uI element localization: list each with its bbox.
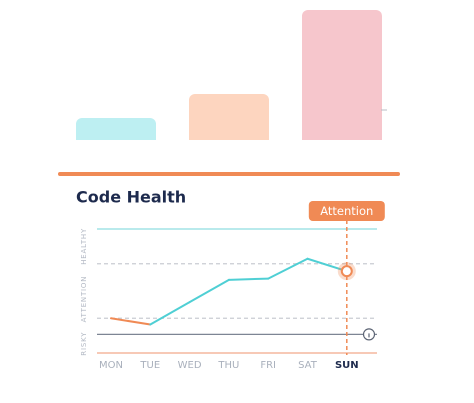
- zone-label: ATTENTION: [80, 276, 88, 323]
- x-tick-label: SAT: [298, 360, 318, 371]
- x-tick-label: MON: [99, 360, 123, 371]
- zone-label: HEALTHY: [80, 228, 88, 265]
- data-point: [340, 265, 353, 278]
- x-tick-label: TUE: [139, 360, 160, 371]
- x-tick-label: THU: [217, 360, 239, 371]
- card-accent: [58, 172, 400, 176]
- x-tick-label: FRI: [260, 360, 276, 371]
- line-segment: [227, 277, 270, 281]
- card: [58, 172, 400, 403]
- line-segment: [188, 278, 230, 304]
- line-segment: [267, 257, 309, 280]
- line-segment: [306, 257, 348, 273]
- x-tick-label: WED: [178, 360, 202, 371]
- line-segment: [149, 301, 191, 326]
- decor-mask: [0, 140, 474, 172]
- attention-badge: [308, 201, 385, 221]
- x-tick-label: SUN: [335, 360, 359, 371]
- line-segment: [110, 317, 152, 326]
- zone-label: RISKY: [80, 332, 88, 356]
- card-title: Code Health: [76, 188, 186, 207]
- decor-bar: [302, 10, 382, 158]
- attention-badge-label: Attention: [320, 204, 373, 218]
- plot: HEALTHY ATTENTION RISKY Attention MON TUE WED T…: [80, 201, 385, 371]
